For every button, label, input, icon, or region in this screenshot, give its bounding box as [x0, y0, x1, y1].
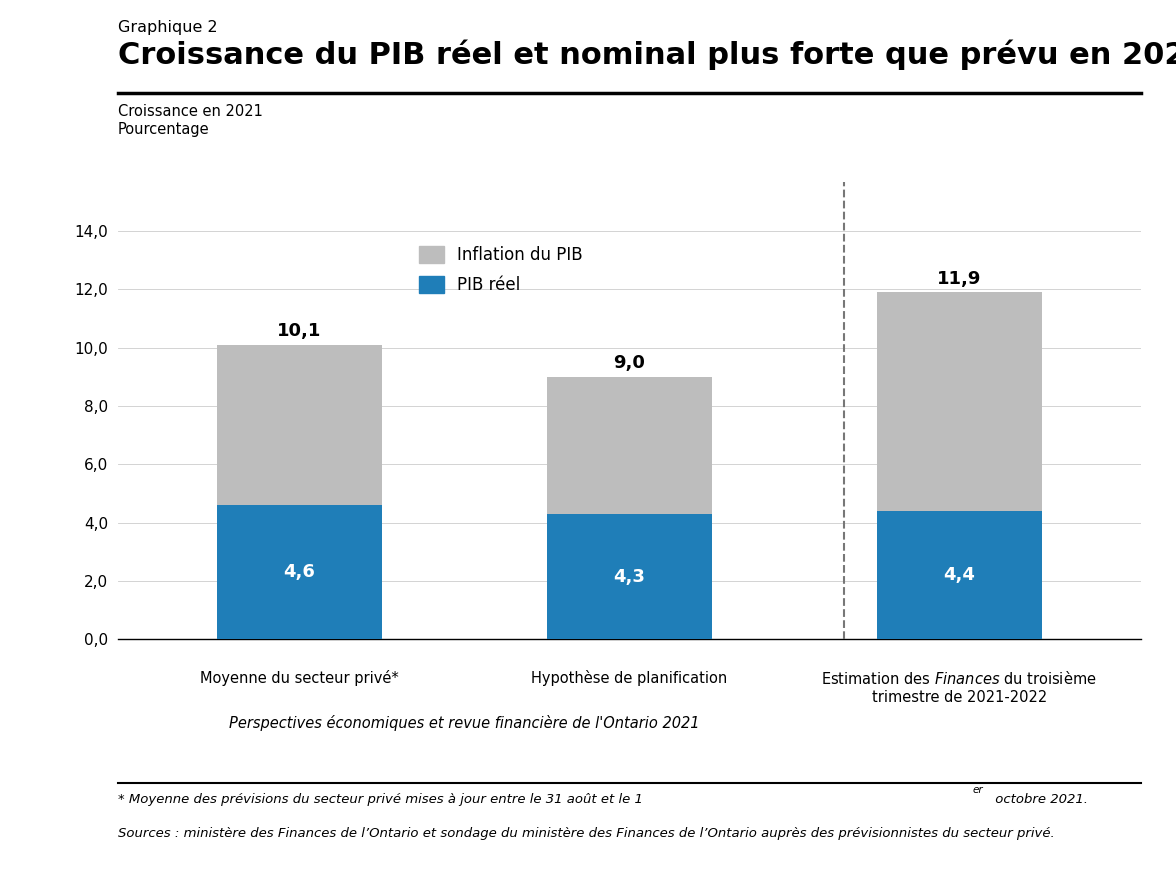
Text: 4,3: 4,3: [613, 567, 646, 585]
Text: octobre 2021.: octobre 2021.: [991, 793, 1088, 806]
Text: Estimation des $\it{Finances}$ du troisième
trimestre de 2021-2022: Estimation des $\it{Finances}$ du troisi…: [822, 670, 1097, 705]
Text: 4,6: 4,6: [283, 563, 315, 582]
Text: Hypothèse de planification: Hypothèse de planification: [532, 670, 727, 686]
Bar: [876, 292, 1042, 511]
Text: 9,0: 9,0: [613, 354, 646, 372]
Text: Croissance du PIB réel et nominal plus forte que prévu en 2021: Croissance du PIB réel et nominal plus f…: [118, 39, 1176, 69]
Bar: [216, 505, 382, 639]
Legend: Inflation du PIB, PIB réel: Inflation du PIB, PIB réel: [413, 239, 589, 300]
Text: Moyenne du secteur privé*: Moyenne du secteur privé*: [200, 670, 399, 686]
Text: 10,1: 10,1: [276, 322, 321, 340]
Text: Perspectives économiques et revue financière de l'Ontario 2021: Perspectives économiques et revue financ…: [229, 715, 700, 731]
Text: * Moyenne des prévisions du secteur privé mises à jour entre le 31 août et le 1: * Moyenne des prévisions du secteur priv…: [118, 793, 642, 806]
Text: er: er: [973, 785, 983, 795]
Bar: [216, 345, 382, 505]
Text: 11,9: 11,9: [937, 270, 982, 288]
Text: 4,4: 4,4: [943, 567, 975, 584]
Text: Croissance en 2021: Croissance en 2021: [118, 104, 262, 119]
Bar: [547, 377, 711, 514]
Text: Pourcentage: Pourcentage: [118, 122, 209, 137]
Text: Graphique 2: Graphique 2: [118, 20, 218, 35]
Bar: [547, 514, 711, 639]
Text: Sources : ministère des Finances de l’Ontario et sondage du ministère des Financ: Sources : ministère des Finances de l’On…: [118, 827, 1055, 840]
Bar: [876, 511, 1042, 639]
